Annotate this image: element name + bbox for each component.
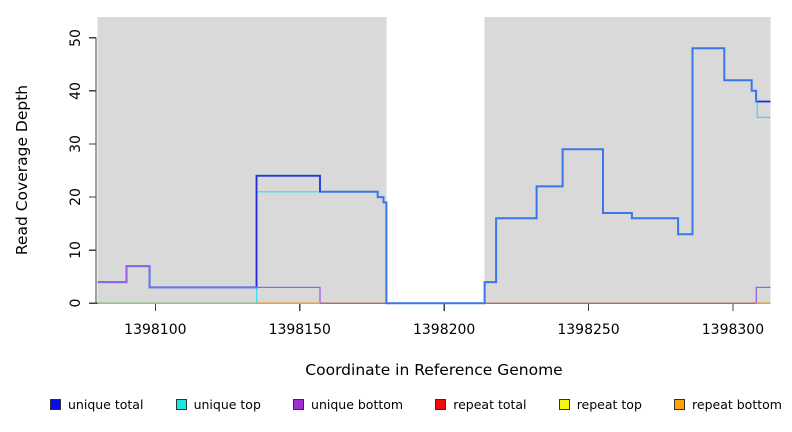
legend-item-unique-bottom: unique bottom xyxy=(293,397,403,412)
background-band xyxy=(484,17,771,304)
series-unique-bottom xyxy=(97,265,321,304)
legend-label: unique total xyxy=(68,397,144,412)
legend-item-repeat-bottom: repeat bottom xyxy=(674,397,782,412)
legend: unique total unique top unique bottom re… xyxy=(50,397,782,412)
x-tick-label: 1398200 xyxy=(412,322,476,338)
legend-item-repeat-total: repeat total xyxy=(435,397,527,412)
legend-label: unique bottom xyxy=(311,397,404,412)
legend-swatch-unique-total xyxy=(50,399,61,410)
y-tick-label: 10 xyxy=(68,241,84,260)
x-tick-label: 1398100 xyxy=(124,322,187,338)
x-tick-label: 1398150 xyxy=(268,322,331,338)
y-tick-label: 0 xyxy=(68,298,84,308)
legend-swatch-unique-top xyxy=(175,399,187,410)
x-axis-title: Coordinate in Reference Genome xyxy=(305,361,563,379)
x-tick-label: 1398250 xyxy=(557,322,620,338)
x-tick-label: 1398300 xyxy=(701,322,765,338)
legend-swatch-repeat-top xyxy=(558,399,570,410)
y-tick-label: 40 xyxy=(68,81,84,100)
legend-item-repeat-top: repeat top xyxy=(558,397,642,412)
legend-item-unique-top: unique top xyxy=(175,397,261,412)
y-tick-label: 30 xyxy=(68,135,84,153)
legend-label: repeat total xyxy=(453,397,527,412)
legend-label: unique top xyxy=(193,397,261,412)
legend-swatch-repeat-total xyxy=(435,399,447,410)
y-axis-title: Read Coverage Depth xyxy=(13,84,31,256)
legend-label: repeat bottom xyxy=(692,397,782,412)
background-band xyxy=(97,17,387,304)
legend-swatch-repeat-bottom xyxy=(674,399,686,410)
legend-item-unique-total: unique total xyxy=(50,397,143,412)
legend-swatch-unique-bottom xyxy=(293,399,305,410)
y-tick-label: 20 xyxy=(68,188,84,206)
y-tick-label: 50 xyxy=(68,28,84,47)
legend-label: repeat top xyxy=(576,397,642,412)
